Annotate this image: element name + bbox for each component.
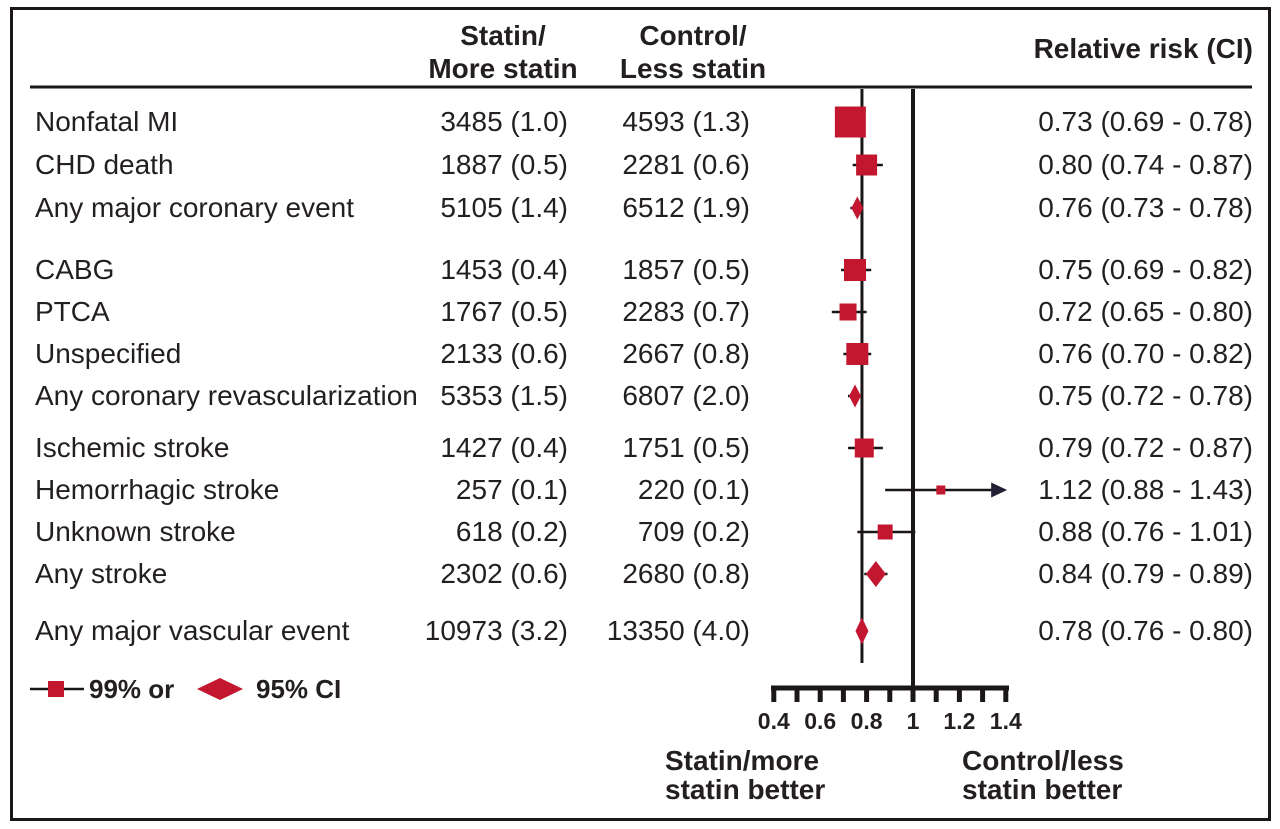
row-statin-value: 10973 (3.2) (424, 615, 568, 646)
row-outcome-label: Any major vascular event (35, 615, 350, 646)
row-control-value: 709 (0.2) (637, 516, 750, 547)
row-outcome-label: Any major coronary event (35, 192, 355, 223)
row-relative-risk-value: 0.76 (0.70 - 0.82) (1038, 338, 1253, 369)
axis-tick-label: 0.4 (757, 708, 790, 734)
row-relative-risk-value: 0.76 (0.73 - 0.78) (1038, 192, 1253, 223)
row-control-value: 2281 (0.6) (622, 149, 750, 180)
row-outcome-label: Nonfatal MI (35, 106, 179, 137)
row-control-value: 2283 (0.7) (622, 296, 750, 327)
legend-95ci-label: 95% CI (256, 674, 342, 704)
axis-tick-label: 1.4 (989, 708, 1022, 734)
legend-99ci-square (48, 681, 64, 697)
effect-square (854, 438, 874, 458)
row-statin-value: 618 (0.2) (455, 516, 568, 547)
row-statin-value: 1427 (0.4) (440, 432, 568, 463)
row-control-value: 220 (0.1) (637, 474, 750, 505)
row-statin-value: 2302 (0.6) (440, 558, 568, 589)
column-header-relative-risk: Relative risk (CI) (1033, 33, 1253, 64)
row-outcome-label: Hemorrhagic stroke (35, 474, 280, 505)
effect-square (844, 259, 866, 281)
effect-diamond (851, 196, 864, 220)
row-relative-risk-value: 0.79 (0.72 - 0.87) (1038, 432, 1253, 463)
effect-diamond (849, 384, 861, 408)
row-statin-value: 5353 (1.5) (440, 380, 568, 411)
row-statin-value: 1767 (0.5) (440, 296, 568, 327)
row-relative-risk-value: 0.88 (0.76 - 1.01) (1038, 516, 1253, 547)
footer-statin-better-label: Statin/more statin better (665, 745, 826, 805)
row-statin-value: 1887 (0.5) (440, 149, 568, 180)
row-statin-value: 5105 (1.4) (440, 192, 568, 223)
row-control-value: 2667 (0.8) (622, 338, 750, 369)
row-control-value: 1751 (0.5) (622, 432, 750, 463)
row-relative-risk-value: 0.80 (0.74 - 0.87) (1038, 149, 1253, 180)
row-outcome-label: Ischemic stroke (35, 432, 230, 463)
row-outcome-label: Any stroke (35, 558, 168, 589)
column-header-control: Control/Less statin (619, 20, 767, 84)
axis-tick-label: 1.2 (943, 708, 976, 734)
effect-square (846, 343, 869, 365)
ci-arrowhead (991, 482, 1008, 498)
effect-square (936, 485, 946, 495)
row-relative-risk-value: 0.84 (0.79 - 0.89) (1038, 558, 1253, 589)
axis-tick-label: 0.8 (850, 708, 883, 734)
row-outcome-label: CHD death (35, 149, 174, 180)
legend-95ci-diamond (197, 678, 243, 700)
row-control-value: 6807 (2.0) (622, 380, 750, 411)
row-relative-risk-value: 0.78 (0.76 - 0.80) (1038, 615, 1253, 646)
effect-square (839, 303, 857, 321)
row-relative-risk-value: 0.75 (0.69 - 0.82) (1038, 254, 1253, 285)
row-statin-value: 257 (0.1) (455, 474, 568, 505)
row-control-value: 2680 (0.8) (622, 558, 750, 589)
row-outcome-label: Any coronary revascularization (35, 380, 418, 411)
row-control-value: 13350 (4.0) (606, 615, 750, 646)
row-outcome-label: Unknown stroke (35, 516, 236, 547)
row-outcome-label: Unspecified (35, 338, 182, 369)
row-control-value: 1857 (0.5) (622, 254, 750, 285)
row-control-value: 6512 (1.9) (622, 192, 750, 223)
axis-tick-label: 1 (906, 708, 920, 734)
effect-square (856, 154, 878, 176)
footer-control-better-label: Control/less statin better (962, 745, 1124, 805)
row-relative-risk-value: 1.12 (0.88 - 1.43) (1038, 474, 1253, 505)
row-relative-risk-value: 0.75 (0.72 - 0.78) (1038, 380, 1253, 411)
row-relative-risk-value: 0.72 (0.65 - 0.80) (1038, 296, 1253, 327)
effect-diamond (865, 561, 886, 587)
row-control-value: 4593 (1.3) (622, 106, 750, 137)
effect-diamond (855, 617, 869, 645)
row-outcome-label: PTCA (35, 296, 110, 327)
row-statin-value: 1453 (0.4) (440, 254, 568, 285)
axis-tick-label: 0.6 (804, 708, 837, 734)
effect-square (877, 524, 893, 540)
row-outcome-label: CABG (35, 254, 115, 285)
legend-99ci-label: 99% or (89, 674, 175, 704)
column-header-statin: Statin/More statin (428, 20, 578, 84)
row-relative-risk-value: 0.73 (0.69 - 0.78) (1038, 106, 1253, 137)
row-statin-value: 2133 (0.6) (440, 338, 568, 369)
row-statin-value: 3485 (1.0) (440, 106, 568, 137)
effect-square (834, 106, 866, 138)
